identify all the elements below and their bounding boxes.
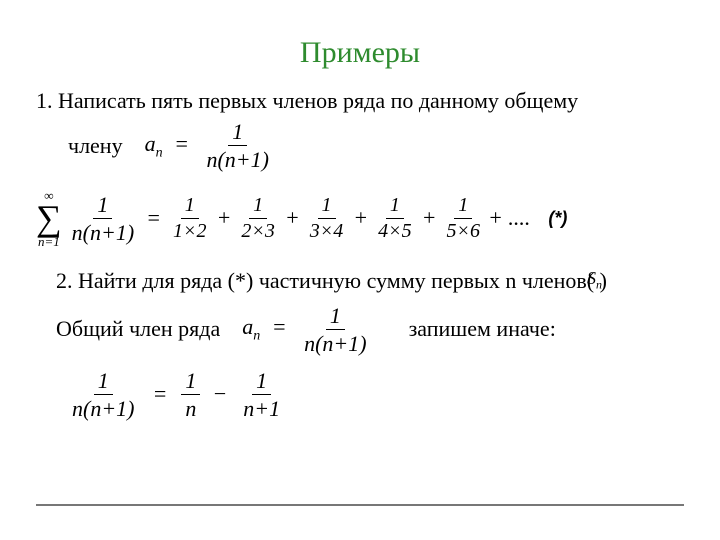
frac-general-den: n(n+1) (68, 219, 139, 244)
partial-fractions: 1 n(n+1) = 1 n − 1 n+1 (36, 369, 684, 420)
task1-line2: члену an = 1 n(n+1) (36, 120, 684, 171)
pf-r2: 1 n+1 (239, 369, 284, 420)
frac-general: 1 n(n+1) (68, 193, 139, 244)
frac-general-num: 1 (93, 193, 112, 219)
series-expansion: ∞ ∑ n=1 1 n(n+1) = 1 1×2 + 1 2×3 + 1 3×4… (36, 189, 684, 247)
term-3: 1 3×4 (306, 195, 348, 242)
frac-an-den: n(n+1) (202, 146, 273, 171)
slide-title: Примеры (36, 36, 684, 70)
task3-left: Общий член ряда (56, 316, 220, 342)
term-5: 1 5×6 (442, 195, 484, 242)
pf-left: 1 n(n+1) (68, 369, 139, 420)
sum-sigma: ∑ (36, 202, 62, 234)
frac-an: 1 n(n+1) (202, 120, 273, 171)
an-formula-2: an = 1 n(n+1) (242, 304, 372, 355)
sigma-icon: ∞ ∑ n=1 (36, 189, 62, 247)
task1-line1: 1. Написать пять первых членов ряда по д… (36, 88, 684, 114)
series-marker: (*) (548, 208, 567, 229)
frac-an-2: 1 n(n+1) (300, 304, 371, 355)
plus-1: + (213, 205, 236, 231)
footer-rule (36, 504, 684, 506)
task2: 2. Найти для ряда (*) частичную сумму пе… (36, 268, 684, 294)
plus-2: + (281, 205, 304, 231)
frac-an-num: 1 (228, 120, 247, 146)
task1-word: члену (68, 133, 123, 159)
eq1: = (168, 131, 195, 156)
eq2: = (140, 205, 167, 231)
term-4: 1 4×5 (374, 195, 416, 242)
task3: Общий член ряда an = 1 n(n+1) запишем ин… (36, 304, 684, 355)
plus-4: + (418, 205, 441, 231)
minus: − (208, 381, 231, 407)
term-2: 1 2×3 (237, 195, 279, 242)
an-a: a (145, 131, 156, 156)
pf-r1: 1 n (181, 369, 200, 420)
an-formula: an = 1 n(n+1) (145, 120, 275, 171)
plus-3: + (349, 205, 372, 231)
an-n: n (156, 145, 163, 160)
task2-text: 2. Найти для ряда (*) частичную сумму пе… (56, 268, 607, 294)
series-trailing: + .... (486, 205, 530, 231)
slide: Примеры 1. Написать пять первых членов р… (0, 0, 720, 540)
sn-symbol: Sn (587, 268, 602, 293)
term-1: 1 1×2 (169, 195, 211, 242)
task3-right: запишем иначе: (409, 316, 556, 342)
sum-bottom: n=1 (38, 235, 60, 248)
